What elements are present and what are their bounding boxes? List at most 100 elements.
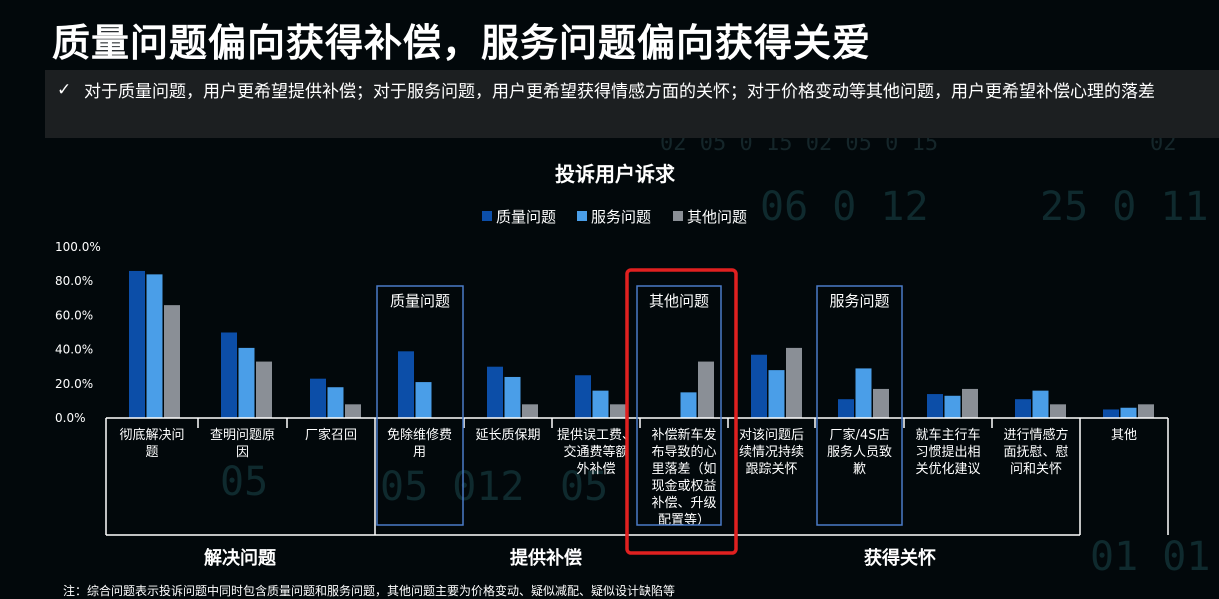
callout-label-1: 质量问题 bbox=[390, 292, 450, 310]
legend-swatch-3 bbox=[673, 211, 683, 221]
group-label: 获得关怀 bbox=[864, 547, 936, 569]
category-label: 关优化建议 bbox=[915, 462, 980, 477]
category-label: 题 bbox=[145, 445, 158, 460]
category-label: 面抚慰、慰 bbox=[1003, 445, 1068, 460]
bar-3 bbox=[962, 388, 978, 418]
subtitle-box bbox=[45, 70, 1219, 138]
category-label: 里落差（如 bbox=[651, 461, 716, 477]
group-label: 解决问题 bbox=[204, 547, 277, 569]
bar-1 bbox=[838, 399, 854, 418]
category-label: 现金或权益 bbox=[651, 478, 716, 494]
y-tick-label: 40.0% bbox=[55, 343, 93, 357]
category-label: 服务人员致 bbox=[827, 444, 892, 460]
category-label: 厂家/4S店 bbox=[830, 427, 890, 443]
bar-1 bbox=[575, 375, 591, 418]
bar-1 bbox=[487, 366, 503, 418]
bar-3 bbox=[1138, 404, 1154, 418]
category-label: 彻底解决问 bbox=[119, 427, 184, 443]
bar-3 bbox=[873, 388, 889, 418]
legend-swatch-1 bbox=[482, 211, 492, 221]
chart-title: 投诉用户诉求 bbox=[555, 162, 676, 186]
bar-1 bbox=[1103, 409, 1119, 418]
bar-2 bbox=[238, 347, 255, 418]
category-label: 续情况持续 bbox=[739, 445, 804, 460]
bar-3 bbox=[345, 404, 361, 418]
bar-1 bbox=[310, 378, 326, 418]
category-label: 查明问题原 bbox=[210, 428, 275, 443]
category-label: 补偿、升级 bbox=[651, 496, 716, 511]
callout-box-3 bbox=[816, 285, 903, 526]
bar-1 bbox=[398, 351, 414, 418]
bar-2 bbox=[1120, 407, 1137, 418]
check-icon: ✓ bbox=[57, 80, 72, 100]
y-tick-label: 20.0% bbox=[55, 377, 93, 391]
bar-3 bbox=[522, 404, 538, 418]
category-label: 免除维修费 bbox=[387, 428, 452, 443]
group-label: 提供补偿 bbox=[510, 547, 582, 569]
bar-2 bbox=[415, 382, 432, 418]
category-label: 补偿新车发 bbox=[651, 427, 716, 443]
svg-text:05: 05 bbox=[560, 464, 608, 510]
bar-3 bbox=[786, 347, 802, 418]
category-label: 就车主行车 bbox=[915, 427, 980, 443]
bar-3 bbox=[164, 305, 180, 418]
svg-text:06 0 12: 06 0 12 bbox=[760, 184, 929, 230]
category-label: 因 bbox=[236, 445, 249, 460]
svg-text:25 0 11: 25 0 11 bbox=[1040, 184, 1209, 230]
bar-2 bbox=[327, 387, 344, 418]
category-label: 交通费等额 bbox=[563, 444, 628, 460]
category-label: 配置等） bbox=[658, 512, 710, 528]
y-tick-label: 80.0% bbox=[55, 274, 93, 288]
bar-2 bbox=[768, 370, 785, 418]
bar-3 bbox=[1050, 404, 1066, 418]
bar-2 bbox=[146, 274, 163, 418]
legend-swatch-2 bbox=[577, 211, 587, 221]
category-label: 厂家召回 bbox=[305, 427, 357, 443]
page-title: 质量问题偏向获得补偿，服务问题偏向获得关爱 bbox=[52, 21, 872, 65]
bar-3 bbox=[610, 404, 626, 418]
category-label: 用 bbox=[413, 445, 426, 460]
bar-1 bbox=[129, 270, 145, 418]
bars bbox=[129, 270, 1154, 418]
highlight-box bbox=[625, 268, 738, 555]
callout-box-2 bbox=[636, 285, 722, 526]
bar-1 bbox=[1015, 399, 1031, 418]
bar-1 bbox=[221, 332, 237, 418]
category-label: 问和关怀 bbox=[1010, 462, 1062, 477]
legend-label-3: 其他问题 bbox=[687, 208, 747, 226]
bar-3 bbox=[698, 361, 714, 418]
y-axis: 100.0% 80.0% 60.0% 40.0% 20.0% 0.0% bbox=[55, 240, 101, 425]
bar-1 bbox=[751, 354, 767, 418]
bar-2 bbox=[855, 368, 872, 418]
category-label: 外补偿 bbox=[576, 462, 615, 477]
callouts: 质量问题 其他问题 服务问题 bbox=[376, 268, 903, 555]
svg-text:01 01: 01 01 bbox=[1090, 534, 1210, 580]
bar-2 bbox=[504, 376, 521, 418]
category-label: 布导致的心 bbox=[651, 444, 716, 460]
category-label: 习惯提出相 bbox=[915, 444, 980, 460]
callout-box-1 bbox=[376, 285, 464, 526]
category-label: 延长质保期 bbox=[475, 428, 540, 443]
category-label: 歉 bbox=[853, 462, 866, 477]
category-label: 跟踪关怀 bbox=[745, 462, 797, 477]
svg-text:05 012: 05 012 bbox=[380, 464, 525, 510]
category-label: 提供误工费、 bbox=[557, 427, 635, 443]
bar-2 bbox=[944, 395, 961, 418]
bar-2 bbox=[1032, 390, 1049, 418]
y-tick-label: 60.0% bbox=[55, 308, 93, 322]
y-tick-label: 100.0% bbox=[55, 240, 101, 254]
category-label: 对该问题后 bbox=[739, 428, 804, 443]
y-tick-label: 0.0% bbox=[55, 411, 86, 425]
bar-3 bbox=[256, 361, 272, 418]
bar-2 bbox=[680, 392, 697, 418]
callout-label-2: 其他问题 bbox=[649, 292, 709, 310]
category-label: 进行情感方 bbox=[1003, 427, 1068, 443]
legend-label-1: 质量问题 bbox=[496, 208, 556, 226]
category-label: 其他 bbox=[1111, 428, 1137, 443]
callout-label-3: 服务问题 bbox=[829, 292, 889, 310]
legend-label-2: 服务问题 bbox=[591, 208, 651, 226]
footnote: 注：综合问题表示投诉问题中同时包含质量问题和服务问题，其他问题主要为价格变动、疑… bbox=[63, 584, 676, 598]
